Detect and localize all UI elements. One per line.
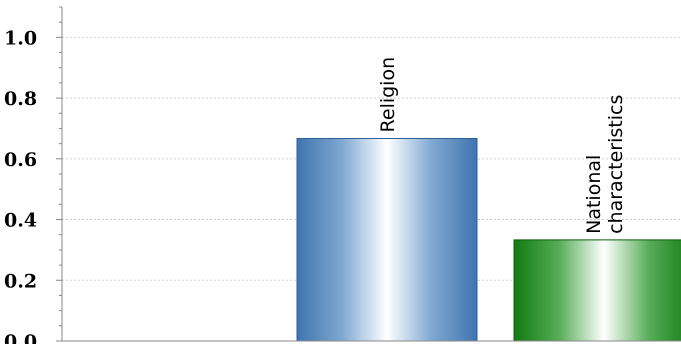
y-tick-label: 0.2 [4,270,37,292]
bar-label: Religion [377,57,399,133]
bar-label: National [583,155,605,234]
y-axis: 0.0 0.2 0.4 0.6 0.8 1.0 [4,6,681,344]
y-tick-label: 0.6 [4,149,37,171]
bar [513,239,681,342]
bar-label: characteristics [605,95,627,234]
y-tick-label: 0.4 [4,210,37,232]
y-tick-label: 1.0 [4,27,37,49]
y-tick-label: 0.8 [4,88,37,110]
y-tick-label: 0.0 [4,331,37,344]
bars [296,137,681,342]
bar [296,137,478,342]
bar-labels: Religion National characteristics [377,57,627,234]
